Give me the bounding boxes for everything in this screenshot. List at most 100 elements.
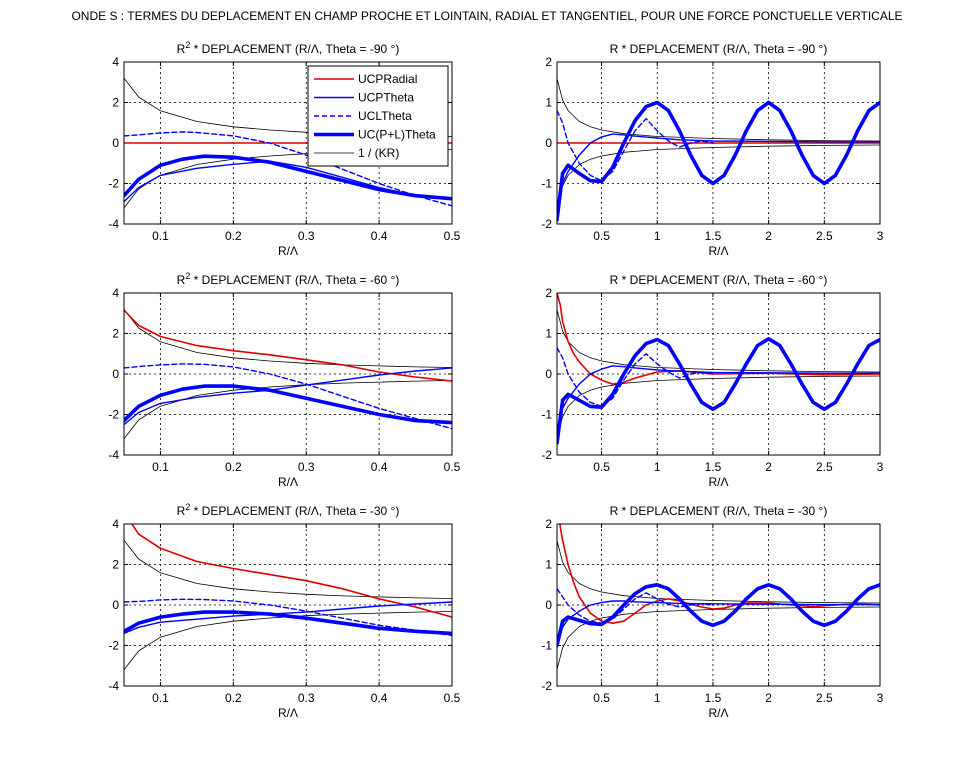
- x-tick-label: 0.5: [444, 460, 461, 474]
- y-tick-label: -1: [541, 408, 552, 422]
- y-tick-label: 2: [112, 96, 119, 110]
- y-tick-label: 0: [545, 136, 552, 150]
- plot-area-3: [124, 293, 452, 455]
- x-axis-label: R/Λ: [708, 475, 728, 489]
- legend-label: UCPRadial: [358, 72, 417, 86]
- y-tick-label: -4: [108, 448, 119, 462]
- y-tick-label: 0: [112, 367, 119, 381]
- series-line-uc-p-l-theta: [124, 610, 452, 636]
- y-tick-label: 0: [112, 598, 119, 612]
- x-tick-label: 3: [877, 691, 884, 705]
- title-part: * DEPLACEMENT (R/Λ, Theta = -30 °): [618, 504, 827, 518]
- title-part: R: [177, 42, 186, 56]
- series-line-ucpradial: [557, 293, 880, 385]
- y-tick-label: -4: [108, 679, 119, 693]
- x-tick-label: 0.1: [152, 229, 169, 243]
- y-tick-label: -1: [541, 639, 552, 653]
- legend-label: UCLTheta: [358, 109, 412, 123]
- title-part: * DEPLACEMENT (R/Λ, Theta = -90 °): [618, 42, 827, 56]
- chart-title: R2 * DEPLACEMENT (R/Λ, Theta = -30 °): [177, 502, 400, 518]
- series-line-ucltheta: [124, 598, 452, 637]
- title-superscript: 2: [185, 271, 190, 281]
- figure-title: ONDE S : TERMES DU DEPLACEMENT EN CHAMP …: [71, 9, 903, 23]
- axes-frame: [556, 61, 881, 225]
- x-tick-label: 1: [654, 460, 661, 474]
- y-tick-label: 2: [112, 558, 119, 572]
- y-tick-label: -2: [541, 217, 552, 231]
- series-line-1-kr: [124, 308, 452, 368]
- x-tick-label: 2.5: [816, 460, 833, 474]
- x-tick-label: 0.5: [444, 229, 461, 243]
- chart-title: R2 * DEPLACEMENT (R/Λ, Theta = -60 °): [177, 271, 400, 287]
- y-tick-label: 0: [545, 598, 552, 612]
- legend-label: UCPTheta: [358, 91, 414, 105]
- title-superscript: 2: [185, 502, 190, 512]
- y-tick-label: -4: [108, 217, 119, 231]
- title-part: R: [610, 42, 619, 56]
- x-tick-label: 2: [765, 460, 772, 474]
- series-line-ucltheta: [124, 131, 452, 207]
- x-tick-label: 3: [877, 460, 884, 474]
- y-tick-label: -2: [108, 177, 119, 191]
- x-tick-label: 1: [654, 229, 661, 243]
- x-tick-label: 0.2: [225, 691, 242, 705]
- series-line-1-kr: [124, 539, 452, 599]
- y-tick-label: -2: [541, 448, 552, 462]
- x-tick-label: 0.1: [152, 691, 169, 705]
- series-line-1-kr: [557, 78, 880, 142]
- x-tick-label: 3: [877, 229, 884, 243]
- legend-label: UC(P+L)Theta: [358, 128, 436, 142]
- y-tick-label: 0: [545, 367, 552, 381]
- x-tick-label: 0.5: [593, 691, 610, 705]
- x-tick-label: 1.5: [705, 460, 722, 474]
- x-tick-label: 0.4: [371, 460, 388, 474]
- x-tick-label: 2: [765, 229, 772, 243]
- x-axis-label: R/Λ: [708, 706, 728, 720]
- x-tick-label: 2: [765, 691, 772, 705]
- y-tick-label: 4: [112, 55, 119, 69]
- y-tick-label: 2: [112, 327, 119, 341]
- x-tick-label: 0.4: [371, 229, 388, 243]
- y-tick-label: -2: [108, 408, 119, 422]
- x-tick-label: 0.4: [371, 691, 388, 705]
- y-tick-label: 4: [112, 286, 119, 300]
- series-line-1-kr: [557, 375, 880, 439]
- x-tick-label: 0.2: [225, 229, 242, 243]
- y-tick-label: -2: [108, 639, 119, 653]
- x-tick-label: 1.5: [705, 691, 722, 705]
- x-tick-label: 0.3: [298, 460, 315, 474]
- title-part: R: [177, 504, 186, 518]
- title-superscript: 2: [185, 40, 190, 50]
- chart-title: R * DEPLACEMENT (R/Λ, Theta = -60 °): [610, 273, 828, 287]
- series-line-uc-p-l-theta: [557, 336, 880, 445]
- title-part: * DEPLACEMENT (R/Λ, Theta = -60 °): [190, 273, 399, 287]
- series-line-1-kr: [124, 611, 452, 671]
- x-tick-label: 0.5: [593, 229, 610, 243]
- title-part: * DEPLACEMENT (R/Λ, Theta = -30 °): [190, 504, 399, 518]
- x-axis-label: R/Λ: [278, 475, 298, 489]
- x-tick-label: 0.5: [444, 691, 461, 705]
- series-line-ucptheta: [557, 365, 880, 440]
- legend-label: 1 / (KR): [358, 146, 399, 160]
- series-line-ucltheta: [124, 363, 452, 430]
- x-tick-label: 1: [654, 691, 661, 705]
- series-line-1-kr: [557, 144, 880, 208]
- y-tick-label: 1: [545, 327, 552, 341]
- axes-frame: [556, 292, 881, 456]
- y-tick-label: 2: [545, 55, 552, 69]
- title-part: * DEPLACEMENT (R/Λ, Theta = -60 °): [618, 273, 827, 287]
- y-tick-label: 2: [545, 517, 552, 531]
- title-part: R: [177, 273, 186, 287]
- y-tick-label: 1: [545, 96, 552, 110]
- axes-frame: [123, 61, 453, 225]
- series-line-uc-p-l-theta: [124, 154, 452, 201]
- chart-title: R * DEPLACEMENT (R/Λ, Theta = -90 °): [610, 42, 828, 56]
- x-tick-label: 0.3: [298, 229, 315, 243]
- axes-frame: [123, 523, 453, 687]
- chart-title: R2 * DEPLACEMENT (R/Λ, Theta = -90 °): [177, 40, 400, 56]
- x-tick-label: 0.1: [152, 460, 169, 474]
- x-axis-label: R/Λ: [708, 244, 728, 258]
- series-line-1-kr: [124, 380, 452, 440]
- title-part: R: [610, 504, 619, 518]
